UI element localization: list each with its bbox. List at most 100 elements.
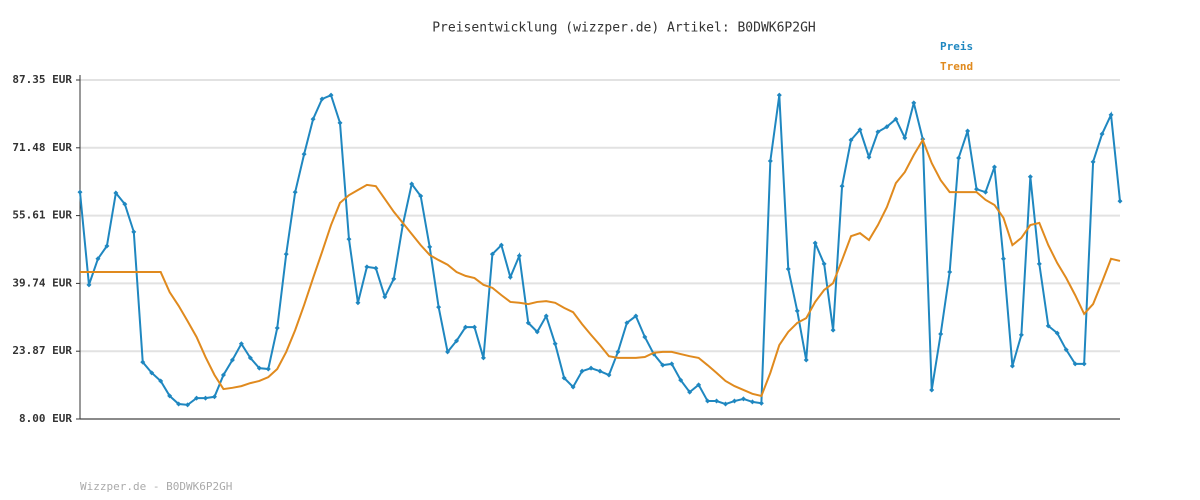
- point-marker: [561, 375, 567, 381]
- y-tick-label: 8.00 EUR: [19, 412, 72, 425]
- point-marker: [104, 243, 110, 249]
- series-line: [80, 137, 1121, 398]
- point-marker: [983, 189, 989, 195]
- point-marker: [785, 266, 791, 272]
- point-marker: [194, 395, 200, 401]
- point-marker: [525, 320, 531, 326]
- point-marker: [974, 186, 980, 192]
- point-marker: [247, 355, 253, 361]
- point-marker: [947, 269, 953, 275]
- point-marker: [77, 189, 83, 195]
- point-marker: [660, 362, 666, 368]
- y-tick-label: 87.35 EUR: [12, 73, 72, 86]
- point-marker: [310, 116, 316, 122]
- point-marker: [1063, 347, 1069, 353]
- point-marker: [364, 264, 370, 270]
- point-marker: [292, 189, 298, 195]
- point-marker: [991, 164, 997, 170]
- point-marker: [965, 128, 971, 134]
- point-marker: [615, 349, 621, 355]
- point-marker: [776, 92, 782, 98]
- point-marker: [669, 361, 675, 367]
- point-marker: [812, 240, 818, 246]
- point-marker: [866, 154, 872, 160]
- point-marker: [265, 366, 271, 372]
- point-marker: [633, 313, 639, 319]
- point-marker: [1081, 361, 1087, 367]
- point-marker: [283, 251, 289, 257]
- point-marker: [149, 370, 155, 376]
- point-marker: [463, 324, 469, 330]
- point-marker: [705, 398, 711, 404]
- point-marker: [552, 341, 558, 347]
- point-marker: [301, 151, 307, 157]
- point-marker: [1027, 174, 1033, 180]
- point-marker: [597, 368, 603, 374]
- point-marker: [220, 372, 226, 378]
- point-marker: [696, 382, 702, 388]
- series-line: [79, 93, 1121, 406]
- point-marker: [911, 100, 917, 106]
- point-marker: [830, 327, 836, 333]
- point-marker: [1018, 332, 1024, 338]
- point-marker: [1072, 361, 1078, 367]
- point-marker: [687, 389, 693, 395]
- point-marker: [857, 127, 863, 133]
- point-marker: [588, 365, 594, 371]
- chart-title: Preisentwicklung (wizzper.de) Artikel: B…: [432, 21, 816, 36]
- point-marker: [176, 401, 182, 407]
- point-marker: [678, 377, 684, 383]
- point-marker: [723, 401, 729, 407]
- point-marker: [1036, 261, 1042, 267]
- point-marker: [391, 276, 397, 282]
- point-marker: [498, 242, 504, 248]
- point-marker: [167, 393, 173, 399]
- point-marker: [211, 394, 217, 400]
- point-marker: [1009, 363, 1015, 369]
- point-marker: [1054, 330, 1060, 336]
- point-marker: [516, 253, 522, 259]
- point-marker: [507, 274, 513, 280]
- point-marker: [749, 399, 755, 405]
- point-marker: [480, 355, 486, 361]
- point-marker: [714, 398, 720, 404]
- legend-entry: Trend: [940, 60, 973, 73]
- point-marker: [409, 181, 415, 187]
- point-marker: [140, 359, 146, 365]
- point-marker: [238, 341, 244, 347]
- point-marker: [158, 378, 164, 384]
- point-marker: [794, 308, 800, 314]
- point-marker: [185, 402, 191, 408]
- point-marker: [319, 96, 325, 102]
- point-marker: [1045, 323, 1051, 329]
- point-marker: [938, 331, 944, 337]
- y-tick-label: 23.87 EUR: [12, 344, 72, 357]
- point-marker: [122, 201, 128, 207]
- point-marker: [579, 368, 585, 374]
- point-marker: [489, 251, 495, 257]
- footer: Wizzper.de - B0DWK6P2GH: [80, 480, 232, 493]
- point-marker: [570, 384, 576, 390]
- point-marker: [606, 372, 612, 378]
- point-marker: [848, 137, 854, 143]
- y-tick-label: 71.48 EUR: [12, 141, 72, 154]
- point-marker: [346, 236, 352, 242]
- point-marker: [875, 129, 881, 135]
- point-marker: [113, 190, 119, 196]
- point-marker: [956, 155, 962, 161]
- point-marker: [95, 256, 101, 262]
- point-marker: [893, 116, 899, 122]
- point-marker: [274, 325, 280, 331]
- point-marker: [229, 357, 235, 363]
- point-marker: [624, 320, 630, 326]
- point-marker: [839, 183, 845, 189]
- point-marker: [767, 158, 773, 164]
- point-marker: [1108, 112, 1114, 118]
- point-marker: [131, 229, 137, 235]
- point-marker: [471, 324, 477, 330]
- point-marker: [534, 329, 540, 335]
- point-marker: [803, 357, 809, 363]
- point-marker: [821, 261, 827, 267]
- point-marker: [454, 338, 460, 344]
